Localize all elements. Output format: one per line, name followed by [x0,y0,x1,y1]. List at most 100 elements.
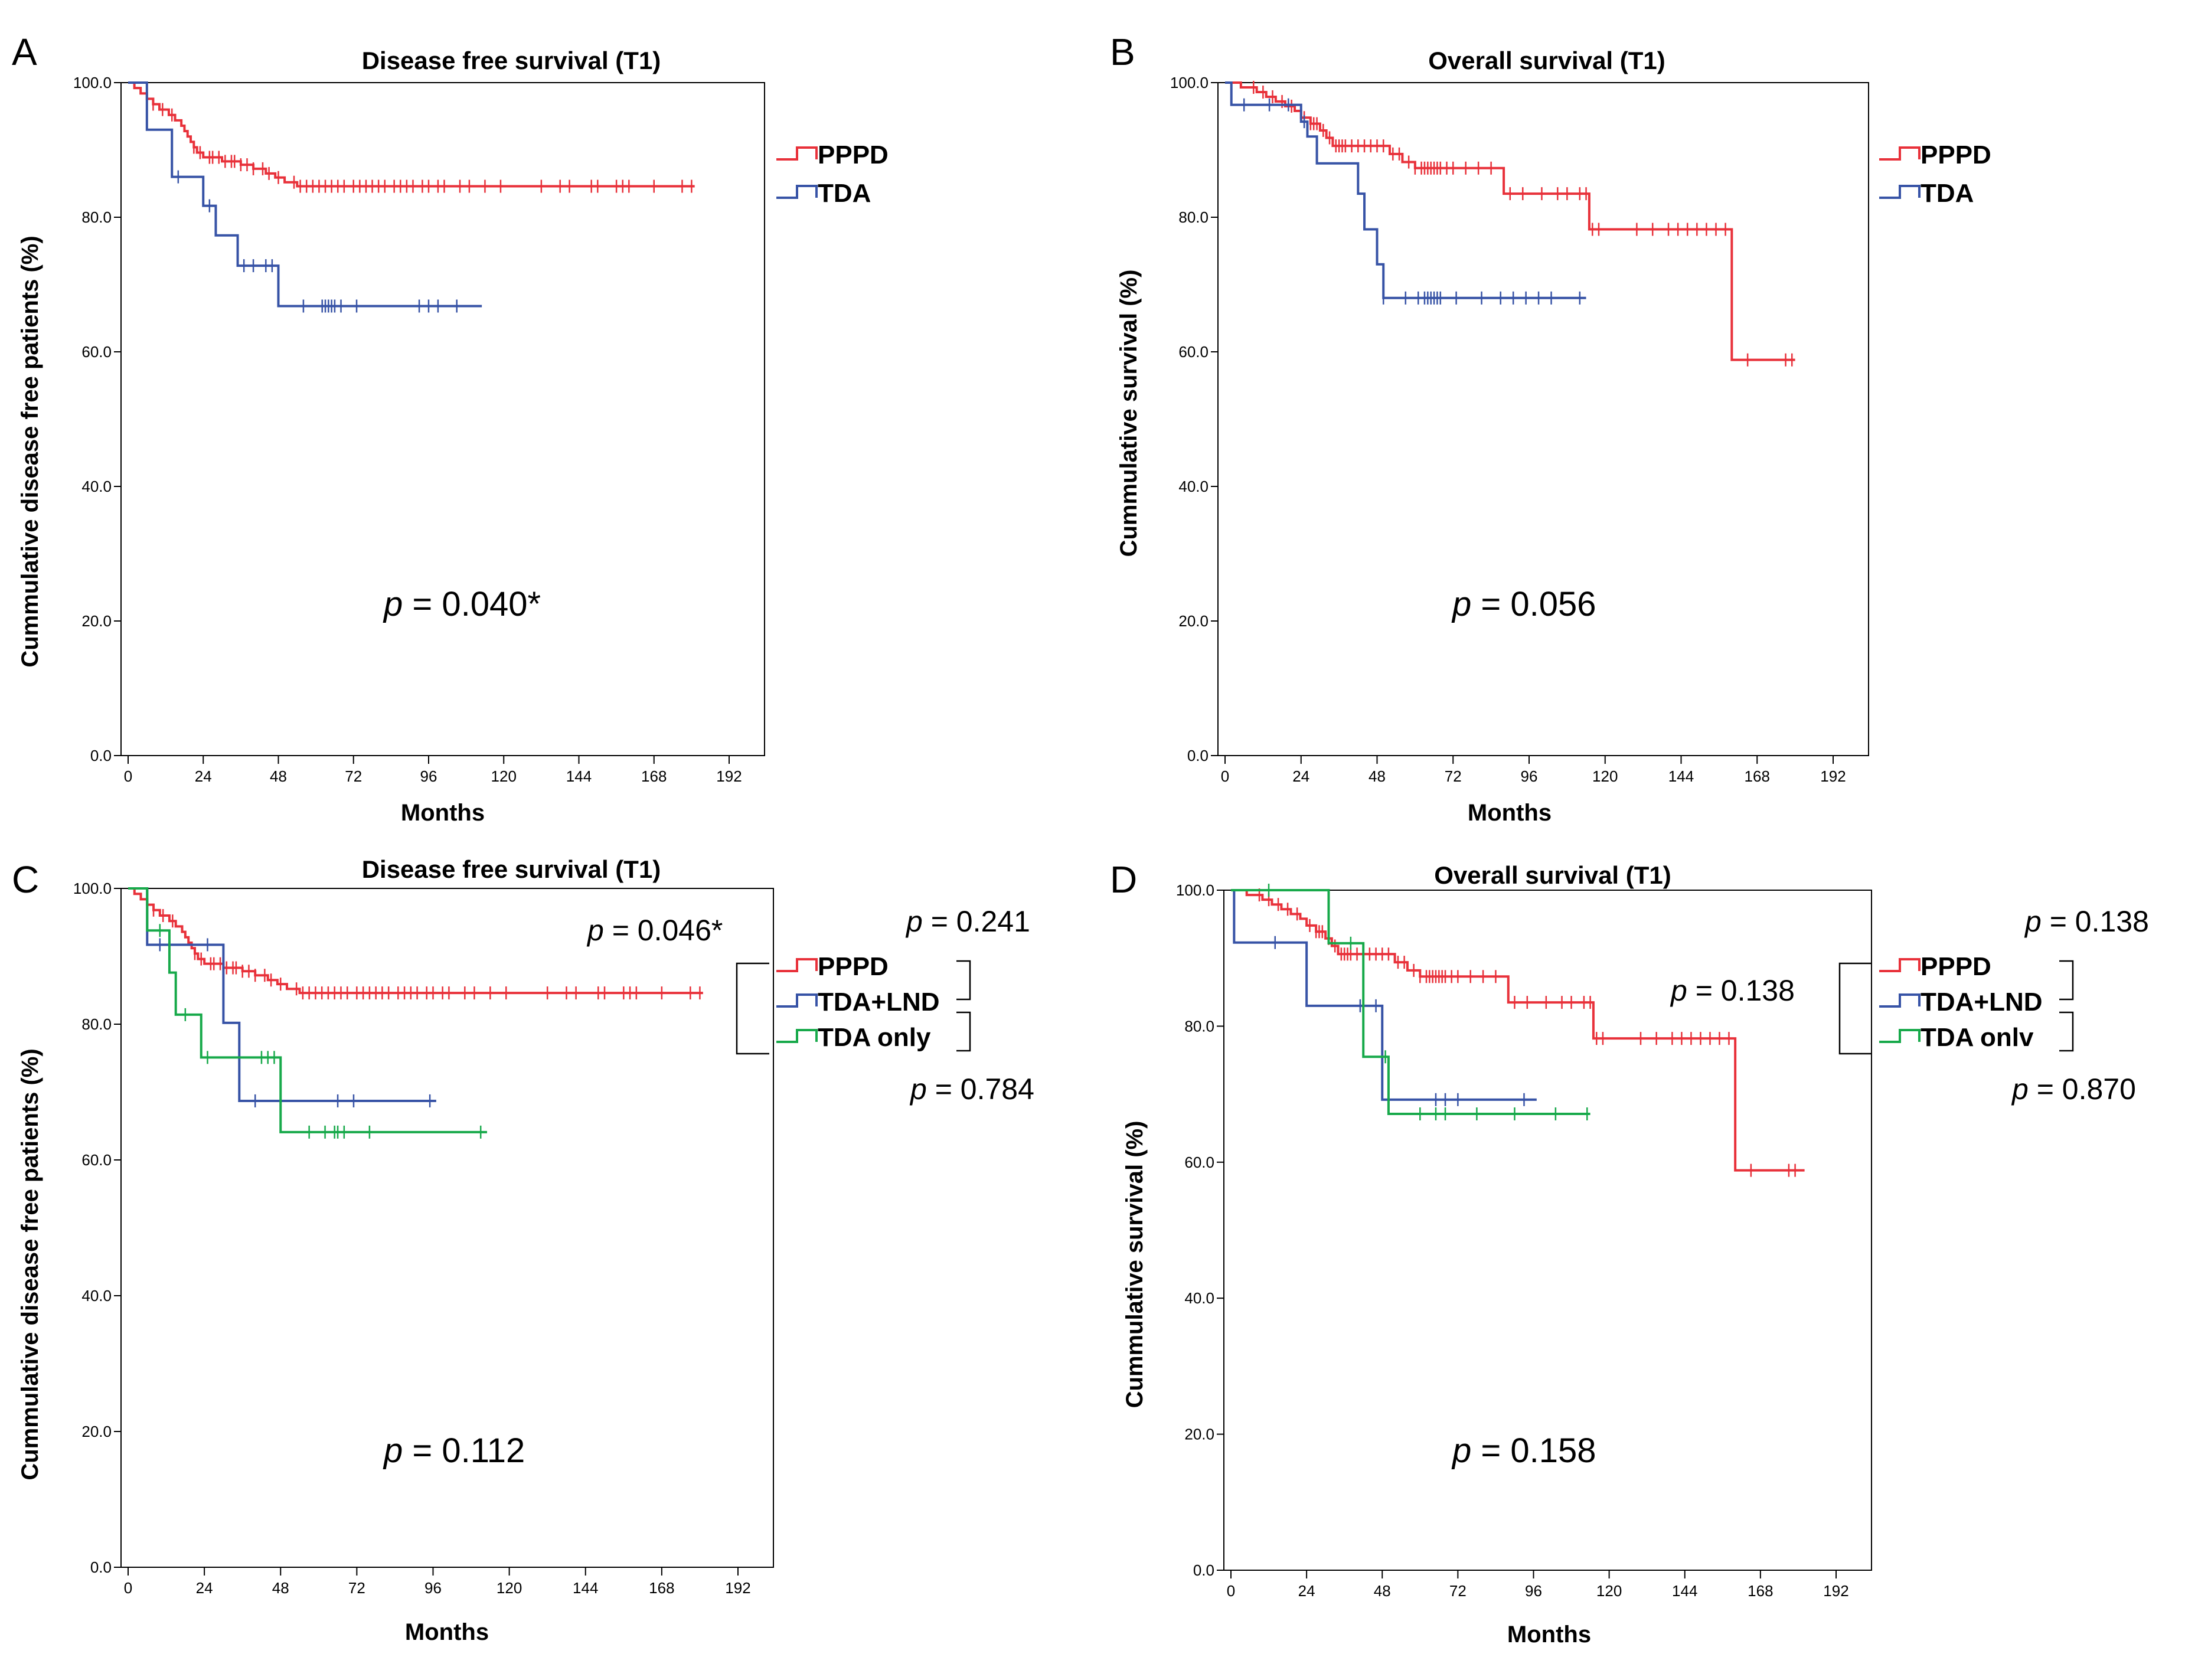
ytick-label-b-3: 60.0 [1178,343,1209,361]
xtick-label-b-120: 120 [1592,767,1618,785]
legend-key-b-tda [1879,185,1921,199]
title-b: Overall survival (T1) [1428,47,1665,74]
ytick-label-b-0: 0.0 [1187,747,1209,764]
xlabel-b: Months [1468,800,1552,826]
legend-key-b-pppd [1879,146,1921,161]
panel-d: D Overall survival (T1) 0 24 48 72 96 120 144 1… [1110,858,2149,1648]
xtick-label-a-24: 24 [195,767,212,785]
legend-c-tda-only: TDA only [818,1023,931,1052]
panel-letter-d: D [1110,858,1137,901]
legend-b: PPPD TDA [1879,140,1991,208]
xtick-label-d-72: 72 [1449,1582,1467,1600]
ytick-label-b-1: 20.0 [1178,612,1209,630]
series-layer-c [128,887,703,1139]
ytick-label-c-5: 100.0 [73,880,112,897]
legend-key-c-tda-only [776,1029,818,1043]
xtick-label-b-48: 48 [1369,767,1386,785]
xtick-label-b-0: 0 [1221,767,1229,785]
axes-b: 0 24 48 72 96 120 144 168 192 0.0 20.0 40.0 60.0 80.0… [1170,74,1869,785]
pvalue-d-pppd-vs-lnd: p = 0.138 [2024,905,2149,938]
series-a-tda [128,81,482,313]
ytick-label-c-2: 40.0 [81,1287,112,1305]
xtick-label-b-168: 168 [1745,767,1770,785]
km-curve-d-pppd [1231,889,1805,1172]
xtick-label-a-144: 144 [566,767,592,785]
plot-frame-a [120,82,765,756]
plot-frame-b [1217,82,1869,756]
axes-c: 0 24 48 72 96 120 144 168 192 0.0 20.0 40.0 60.0 80.0… [73,880,774,1597]
ytick-label-d-4: 80.0 [1184,1017,1214,1035]
ylabel-b: Cummulative survival (%) [1116,270,1142,557]
xtick-label-c-168: 168 [649,1579,674,1597]
xtick-label-d-48: 48 [1374,1582,1391,1600]
xtick-label-b-192: 192 [1820,767,1846,785]
xtick-label-b-72: 72 [1445,767,1462,785]
series-b-tda [1225,81,1586,305]
ytick-label-a-2: 40.0 [81,478,112,495]
xtick-label-b-144: 144 [1668,767,1694,785]
ytick-label-a-4: 80.0 [81,208,112,226]
xtick-label-c-72: 72 [348,1579,365,1597]
xtick-label-d-144: 144 [1672,1582,1697,1600]
series-c-tda-only [128,887,487,1139]
ytick-label-d-0: 0.0 [1193,1561,1214,1579]
ytick-label-c-3: 60.0 [81,1151,112,1169]
legend-key-d-tda-lnd [1879,993,1921,1008]
panel-letter-a: A [12,31,37,73]
bracket-d-left [1838,962,1872,1055]
legend-d: PPPD TDA+LND TDA onlv [1879,952,2043,1052]
legend-b-pppd: PPPD [1921,140,1991,169]
bracket-d-right-bottom [2059,1011,2074,1052]
xtick-label-a-120: 120 [491,767,517,785]
series-b-pppd [1225,80,1795,367]
xtick-label-c-0: 0 [124,1579,132,1597]
bracket-c-right-bottom [956,1011,971,1052]
xtick-label-a-168: 168 [641,767,667,785]
legend-b-tda: TDA [1921,179,1974,208]
ytick-label-d-1: 20.0 [1184,1426,1214,1443]
legend-d-pppd: PPPD [1921,952,1991,981]
xtick-label-c-96: 96 [424,1579,442,1597]
title-c: Disease free survival (T1) [362,855,661,883]
ytick-label-d-2: 40.0 [1184,1289,1214,1307]
ytick-label-c-0: 0.0 [90,1558,112,1576]
series-layer-d [1231,884,1805,1177]
ytick-label-d-5: 100.0 [1176,881,1214,899]
bracket-c-left [736,962,769,1055]
legend-a-pppd: PPPD [818,140,889,169]
ylabel-c: Cummulative disease free patients (%) [17,1048,43,1480]
xtick-label-a-0: 0 [124,767,132,785]
xtick-label-c-48: 48 [272,1579,289,1597]
legend-key-a-pppd [776,146,818,161]
xtick-label-a-48: 48 [270,767,287,785]
xtick-label-d-24: 24 [1298,1582,1315,1600]
pvalue-c-pppd-vs-tda: p = 0.046* [586,914,723,947]
xtick-label-d-96: 96 [1525,1582,1542,1600]
ytick-label-a-5: 100.0 [73,74,112,91]
ytick-label-c-1: 20.0 [81,1423,112,1440]
pvalue-d-lnd-vs-only: p = 0.870 [2011,1073,2136,1106]
series-a-pppd [128,81,695,193]
xtick-label-d-168: 168 [1748,1582,1773,1600]
ytick-label-a-3: 60.0 [81,343,112,361]
km-curve-c-tda-only [128,887,487,1133]
ytick-label-b-4: 80.0 [1178,208,1209,226]
ytick-label-c-4: 80.0 [81,1015,112,1033]
title-a: Disease free survival (T1) [362,47,661,74]
xtick-label-c-192: 192 [725,1579,750,1597]
xtick-label-a-192: 192 [716,767,742,785]
pvalue-c-overall: p = 0.112 [383,1431,525,1470]
ytick-label-b-2: 40.0 [1178,478,1209,495]
ylabel-a: Cummulative disease free patients (%) [17,236,43,667]
legend-key-d-pppd [1879,958,1921,972]
panel-b: B Overall survival (T1) 0 24 48 72 96 120 144 1… [1110,31,1991,826]
legend-d-tda-only: TDA onlv [1921,1023,2034,1052]
bracket-c-right-top [956,960,971,1001]
xtick-label-a-96: 96 [420,767,437,785]
pvalue-c-pppd-vs-lnd: p = 0.241 [905,905,1030,938]
pvalue-d-pppd-vs-tda: p = 0.138 [1670,974,1795,1007]
ytick-label-b-5: 100.0 [1170,74,1209,91]
xtick-label-c-144: 144 [573,1579,598,1597]
legend-c-pppd: PPPD [818,952,889,981]
